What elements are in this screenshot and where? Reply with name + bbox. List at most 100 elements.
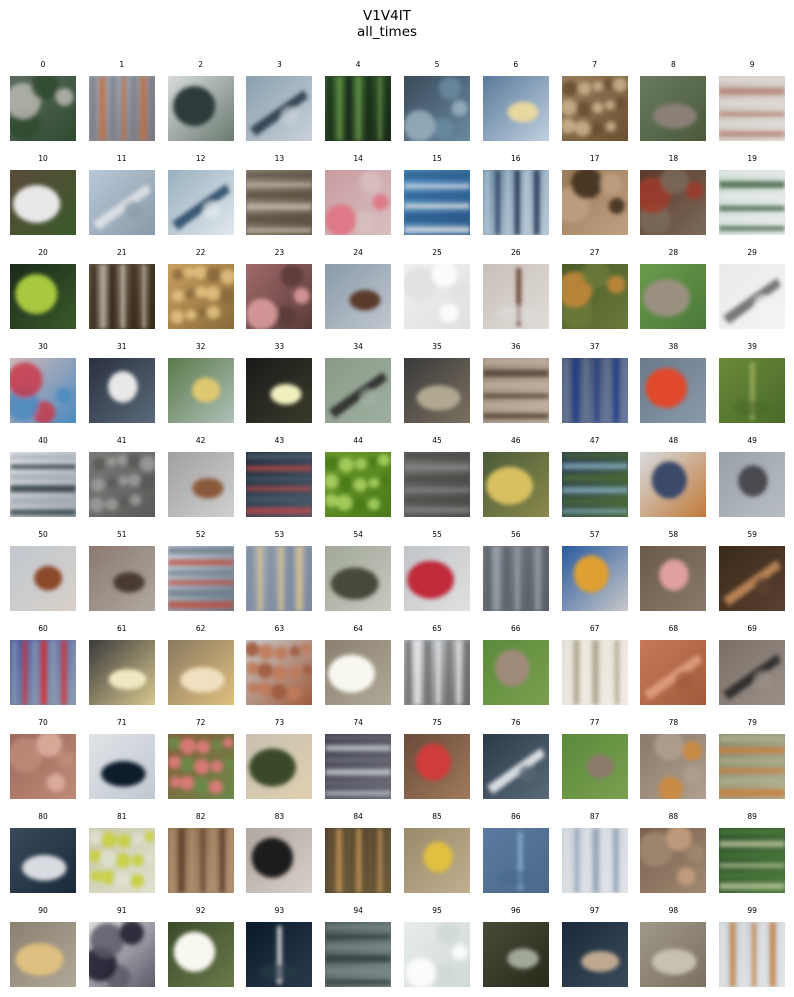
thumbnail-svg xyxy=(561,170,628,235)
thumbnail-svg xyxy=(88,734,155,799)
thumbnail-svg xyxy=(10,452,76,517)
thumbnail-label: 91 xyxy=(117,906,127,915)
thumbnail-image xyxy=(10,640,76,705)
thumbnail-svg xyxy=(10,546,76,611)
thumbnail-label: 2 xyxy=(198,60,203,69)
thumbnail-image xyxy=(246,170,313,235)
thumbnail-svg xyxy=(404,828,470,893)
thumbnail-svg xyxy=(640,734,707,799)
thumbnail-label: 57 xyxy=(589,530,600,539)
thumbnail-label: 28 xyxy=(668,248,679,257)
thumbnail-label: 77 xyxy=(589,718,600,727)
thumbnail-svg xyxy=(246,828,313,893)
thumbnail-image xyxy=(167,170,234,235)
thumbnail-image xyxy=(640,76,707,141)
thumbnail-label: 45 xyxy=(432,436,442,445)
thumbnail-svg xyxy=(640,640,707,705)
thumbnail-svg xyxy=(167,828,234,893)
thumbnail-svg xyxy=(719,828,786,893)
thumbnail-image xyxy=(482,76,549,141)
thumbnail-svg xyxy=(246,734,313,799)
thumbnail-image xyxy=(167,358,234,423)
thumbnail-image xyxy=(325,734,392,799)
thumbnail-label: 89 xyxy=(747,812,757,821)
thumbnail-image xyxy=(88,828,155,893)
thumbnail-label: 27 xyxy=(589,248,600,257)
thumbnail-image xyxy=(325,546,392,611)
thumbnail-svg xyxy=(640,358,707,423)
thumbnail-label: 31 xyxy=(117,342,127,351)
thumbnail-label: 39 xyxy=(747,342,757,351)
thumbnail-image xyxy=(404,546,470,611)
thumbnail-image xyxy=(167,264,234,329)
thumbnail-label: 95 xyxy=(432,906,442,915)
thumbnail-image xyxy=(482,170,549,235)
thumbnail-image xyxy=(640,170,707,235)
thumbnail-image xyxy=(88,76,155,141)
thumbnail-svg xyxy=(167,452,234,517)
thumbnail-svg xyxy=(482,452,549,517)
thumbnail-label: 14 xyxy=(353,154,363,163)
figure-title: V1V4IT all_times xyxy=(0,8,774,40)
thumbnail-image xyxy=(640,452,707,517)
figure-title-main: V1V4IT xyxy=(363,8,411,24)
thumbnail-image xyxy=(10,828,76,893)
thumbnail-image xyxy=(719,922,786,987)
thumbnail-image xyxy=(404,734,470,799)
thumbnail-image xyxy=(719,640,786,705)
thumbnail-image xyxy=(482,734,549,799)
thumbnail-label: 50 xyxy=(38,530,48,539)
thumbnail-svg xyxy=(719,640,786,705)
thumbnail-label: 55 xyxy=(432,530,442,539)
thumbnail-svg xyxy=(482,264,549,329)
thumbnail-svg xyxy=(167,922,234,987)
thumbnail-svg xyxy=(167,358,234,423)
thumbnail-svg xyxy=(88,76,155,141)
thumbnail-svg xyxy=(246,640,313,705)
thumbnail-svg xyxy=(325,452,392,517)
thumbnail-image xyxy=(88,734,155,799)
thumbnail-svg xyxy=(246,358,313,423)
thumbnail-image xyxy=(10,170,76,235)
thumbnail-label: 52 xyxy=(195,530,206,539)
thumbnail-svg xyxy=(325,828,392,893)
thumbnail-image xyxy=(719,546,786,611)
thumbnail-label: 69 xyxy=(747,624,757,633)
thumbnail-svg xyxy=(482,828,549,893)
thumbnail-label: 58 xyxy=(668,530,679,539)
thumbnail-image xyxy=(640,922,707,987)
thumbnail-svg xyxy=(404,358,470,423)
thumbnail-image xyxy=(404,452,470,517)
thumbnail-label: 0 xyxy=(40,60,46,69)
thumbnail-image xyxy=(404,264,470,329)
thumbnail-label: 40 xyxy=(38,436,48,445)
thumbnail-label: 53 xyxy=(274,530,285,539)
thumbnail-svg xyxy=(561,546,628,611)
thumbnail-image xyxy=(719,358,786,423)
thumbnail-label: 41 xyxy=(117,436,127,445)
thumbnail-image xyxy=(325,76,392,141)
thumbnail-svg xyxy=(404,734,470,799)
thumbnail-image xyxy=(404,640,470,705)
thumbnail-svg xyxy=(404,264,470,329)
thumbnail-label: 76 xyxy=(511,718,521,727)
thumbnail-label: 49 xyxy=(747,436,757,445)
thumbnail-label: 32 xyxy=(195,342,206,351)
thumbnail-svg xyxy=(561,922,628,987)
thumbnail-label: 56 xyxy=(511,530,521,539)
thumbnail-svg xyxy=(482,734,549,799)
thumbnail-label: 8 xyxy=(671,60,676,69)
thumbnail-label: 81 xyxy=(117,812,127,821)
thumbnail-svg xyxy=(640,828,707,893)
thumbnail-svg xyxy=(719,76,786,141)
thumbnail-label: 34 xyxy=(353,342,363,351)
thumbnail-label: 11 xyxy=(117,154,127,163)
thumbnail-svg xyxy=(10,922,76,987)
thumbnail-label: 20 xyxy=(38,248,48,257)
thumbnail-label: 10 xyxy=(38,154,48,163)
thumbnail-svg xyxy=(167,264,234,329)
thumbnail-image xyxy=(640,264,707,329)
thumbnail-image xyxy=(10,734,76,799)
thumbnail-image xyxy=(640,546,707,611)
